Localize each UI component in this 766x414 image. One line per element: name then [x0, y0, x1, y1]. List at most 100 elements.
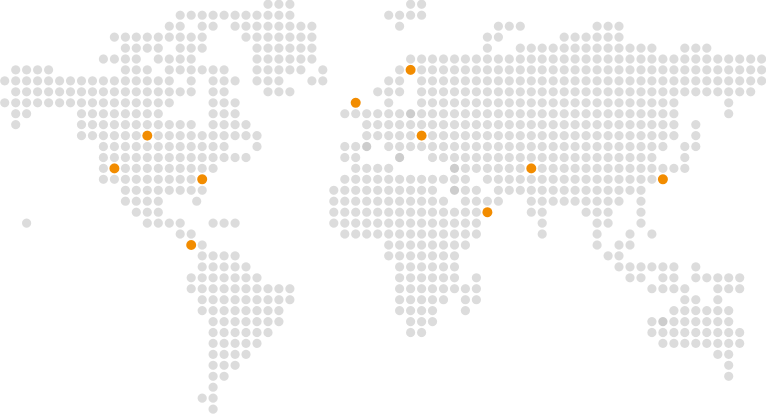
location-marker[interactable]: [657, 174, 668, 185]
map-dot: [33, 87, 43, 97]
map-dot: [241, 306, 251, 316]
map-dot: [263, 295, 273, 305]
map-dot: [526, 76, 536, 86]
map-dot: [603, 207, 613, 217]
map-dot: [482, 131, 492, 141]
map-dot: [449, 240, 460, 250]
map-dot: [384, 120, 394, 130]
map-dot: [460, 152, 470, 163]
map-dot: [537, 65, 547, 75]
map-dot: [724, 87, 734, 97]
map-dot: [482, 141, 492, 152]
map-dot: [460, 207, 470, 217]
map-dot: [702, 317, 712, 327]
map-dot: [230, 218, 240, 228]
map-dot: [109, 32, 119, 42]
location-marker[interactable]: [405, 64, 416, 75]
map-dot: [636, 163, 646, 173]
map-dot: [131, 120, 141, 130]
map-dot: [197, 21, 207, 31]
map-dot: [98, 109, 108, 119]
map-dot: [417, 251, 427, 261]
map-dot: [142, 196, 152, 206]
map-dot: [252, 54, 262, 64]
map-dot: [131, 185, 141, 195]
location-marker[interactable]: [526, 163, 537, 174]
map-dot: [230, 284, 240, 294]
location-marker[interactable]: [142, 130, 153, 141]
map-dot: [526, 120, 536, 130]
map-dot: [702, 273, 712, 283]
map-dot: [526, 174, 536, 184]
map-dot: [625, 141, 635, 152]
map-dot: [351, 109, 361, 119]
map-dot: [175, 10, 185, 20]
location-marker[interactable]: [350, 97, 361, 108]
location-marker[interactable]: [186, 240, 197, 250]
map-dot: [175, 32, 185, 42]
map-dot: [98, 54, 108, 64]
map-dot: [296, 21, 306, 31]
map-dot: [406, 229, 416, 239]
map-dot: [438, 284, 449, 294]
map-dot: [427, 54, 438, 64]
location-marker[interactable]: [197, 174, 208, 185]
map-dot: [427, 229, 438, 239]
map-dot: [55, 76, 65, 86]
map-dot: [241, 327, 251, 338]
map-dot: [417, 273, 427, 283]
map-dot: [691, 131, 701, 141]
map-dot: [537, 152, 547, 163]
map-dot: [252, 295, 262, 305]
map-dot: [449, 152, 460, 163]
map-dot: [98, 87, 108, 97]
map-dot: [724, 273, 734, 283]
location-marker[interactable]: [416, 130, 427, 141]
map-dot: [614, 251, 624, 261]
map-dot: [351, 218, 361, 228]
map-dot: [142, 32, 152, 42]
map-dot: [460, 284, 470, 294]
map-dot: [570, 87, 580, 97]
map-dot: [746, 76, 756, 86]
map-dot: [406, 240, 416, 250]
map-dot: [274, 76, 284, 86]
map-dot: [647, 76, 657, 86]
map-dot: [340, 152, 350, 163]
map-dot: [208, 306, 218, 316]
map-dot: [395, 10, 405, 20]
map-dot: [504, 65, 514, 75]
map-dot: [691, 262, 701, 272]
map-dot: [230, 317, 240, 327]
map-dot: [460, 87, 470, 97]
map-dot: [252, 317, 262, 327]
map-dot: [658, 163, 668, 173]
map-dot: [471, 207, 481, 217]
map-dot: [153, 131, 163, 141]
map-dot: [449, 229, 460, 239]
map-dot: [252, 141, 262, 152]
map-dot: [252, 43, 262, 53]
map-dot: [548, 185, 558, 195]
location-marker[interactable]: [109, 163, 120, 174]
map-dot: [417, 0, 427, 9]
map-dot: [471, 65, 481, 75]
map-dot: [614, 196, 624, 206]
map-dot: [109, 98, 119, 108]
map-dot: [22, 76, 32, 86]
map-dot: [296, 32, 306, 42]
map-dot: [11, 98, 21, 108]
map-dot: [526, 87, 536, 97]
map-dot: [603, 218, 613, 228]
map-dot: [208, 87, 218, 97]
map-dot: [263, 10, 273, 20]
map-dot: [647, 65, 657, 75]
map-dot: [559, 98, 569, 108]
map-dot: [373, 131, 383, 141]
map-dot: [449, 98, 460, 108]
map-dot: [296, 43, 306, 53]
map-dot: [449, 65, 460, 75]
map-dot: [603, 109, 613, 119]
location-marker[interactable]: [482, 207, 493, 218]
map-dot: [581, 43, 591, 53]
